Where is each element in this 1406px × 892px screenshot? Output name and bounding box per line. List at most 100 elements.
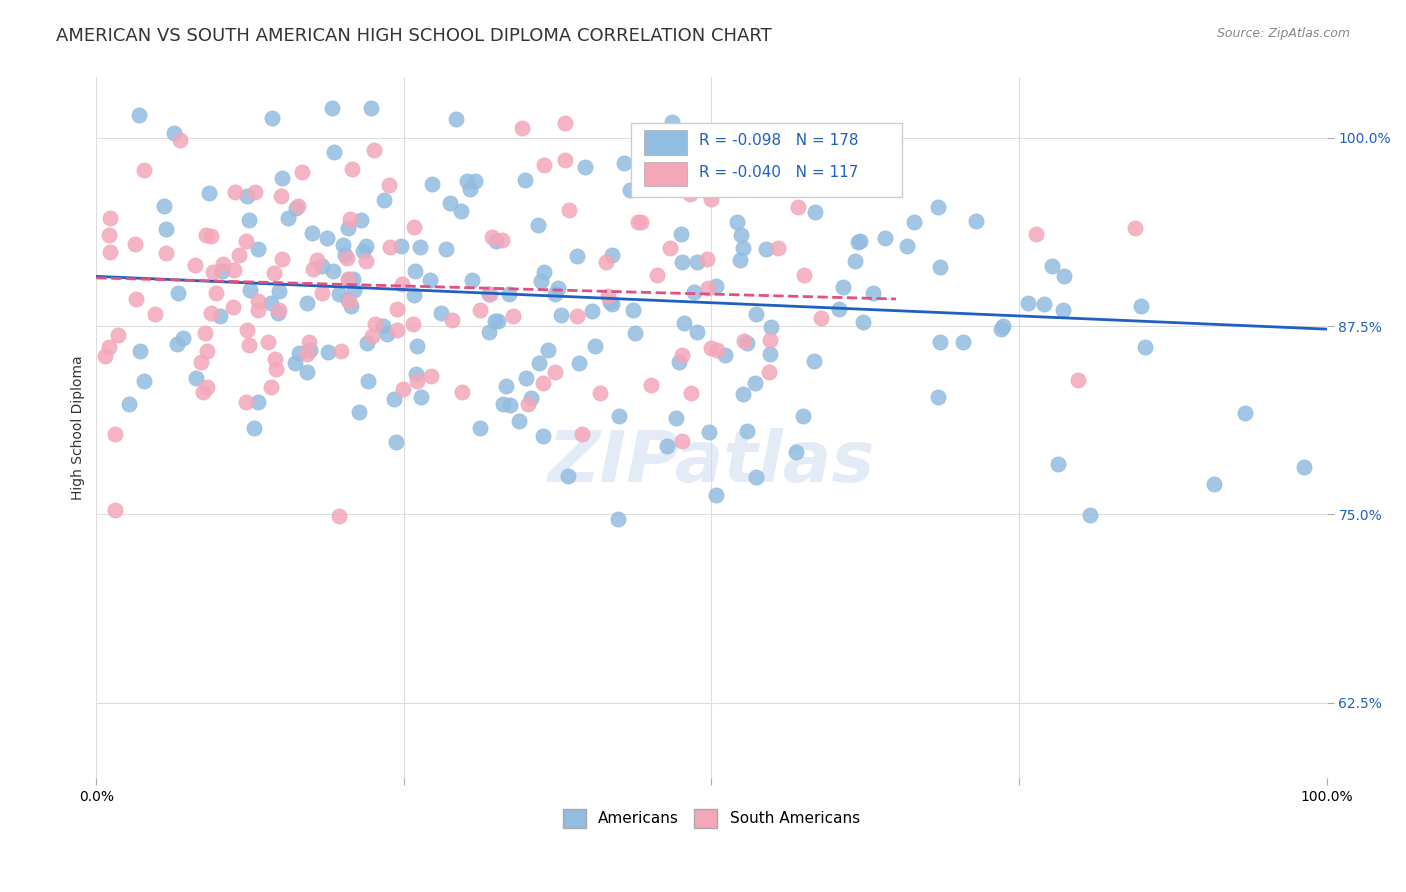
Point [197,186,219,201]
Point [831,280,853,294]
Point [714,348,737,362]
Point [1047,457,1070,471]
Point [599,295,621,310]
Point [744,376,766,390]
Point [404,219,426,234]
Point [624,326,647,340]
Point [697,425,720,439]
Point [733,334,755,348]
Point [267,284,290,298]
Point [211,263,233,277]
Point [787,201,810,215]
Point [389,239,412,253]
Point [94,349,117,363]
Point [267,306,290,320]
Point [328,287,350,301]
Point [166,337,188,351]
Point [363,143,385,157]
Point [391,277,413,292]
Point [263,352,285,367]
Point [508,414,530,428]
Point [260,111,283,125]
Point [330,344,353,359]
Point [600,248,623,262]
Point [461,273,484,287]
Point [896,239,918,253]
Point [419,272,441,286]
Point [1025,227,1047,241]
Point [315,231,337,245]
Point [354,254,377,268]
Point [391,383,413,397]
Point [745,470,768,484]
Point [697,281,720,295]
Point [803,354,825,368]
Point [759,334,782,348]
Point [200,306,222,320]
Point [375,326,398,341]
Point [382,392,405,406]
Point [1125,220,1147,235]
Point [299,343,322,358]
Point [607,512,630,526]
Point [704,488,727,502]
Point [247,293,270,308]
Y-axis label: High School Diploma: High School Diploma [72,356,86,500]
Point [311,286,333,301]
Point [450,204,472,219]
Point [107,327,129,342]
Point [200,228,222,243]
Point [557,469,579,483]
Point [793,268,815,283]
Point [849,235,872,249]
Point [929,260,952,274]
Point [349,405,371,419]
Point [686,325,709,339]
Point [124,292,146,306]
Point [679,186,702,201]
Point [516,396,538,410]
Point [104,426,127,441]
Point [162,127,184,141]
Text: Source: ZipAtlas.com: Source: ZipAtlas.com [1216,27,1350,40]
Point [209,310,232,324]
Point [607,409,630,423]
Text: ZIPatlas: ZIPatlas [548,428,875,498]
Point [297,334,319,349]
Point [1040,259,1063,273]
Point [1067,373,1090,387]
Point [98,245,121,260]
Point [515,371,537,385]
Point [270,189,292,203]
FancyBboxPatch shape [631,123,903,196]
Point [683,285,706,299]
Point [336,251,359,265]
Point [991,319,1014,334]
Point [558,203,581,218]
Point [301,226,323,240]
Point [204,286,226,301]
Point [357,374,380,388]
Point [387,301,409,316]
Point [190,354,212,368]
Point [284,201,307,215]
Point [744,307,766,321]
Point [554,116,576,130]
Point [481,230,503,244]
Point [533,158,555,172]
Point [302,262,325,277]
Point [238,213,260,227]
Point [1234,406,1257,420]
Point [1053,269,1076,284]
Point [104,503,127,517]
Point [668,355,690,369]
Point [439,195,461,210]
Point [848,235,870,250]
Point [810,311,832,326]
Point [337,272,360,286]
Point [354,239,377,253]
Point [531,376,554,391]
Point [277,211,299,225]
Point [409,390,432,404]
Point [336,293,359,307]
